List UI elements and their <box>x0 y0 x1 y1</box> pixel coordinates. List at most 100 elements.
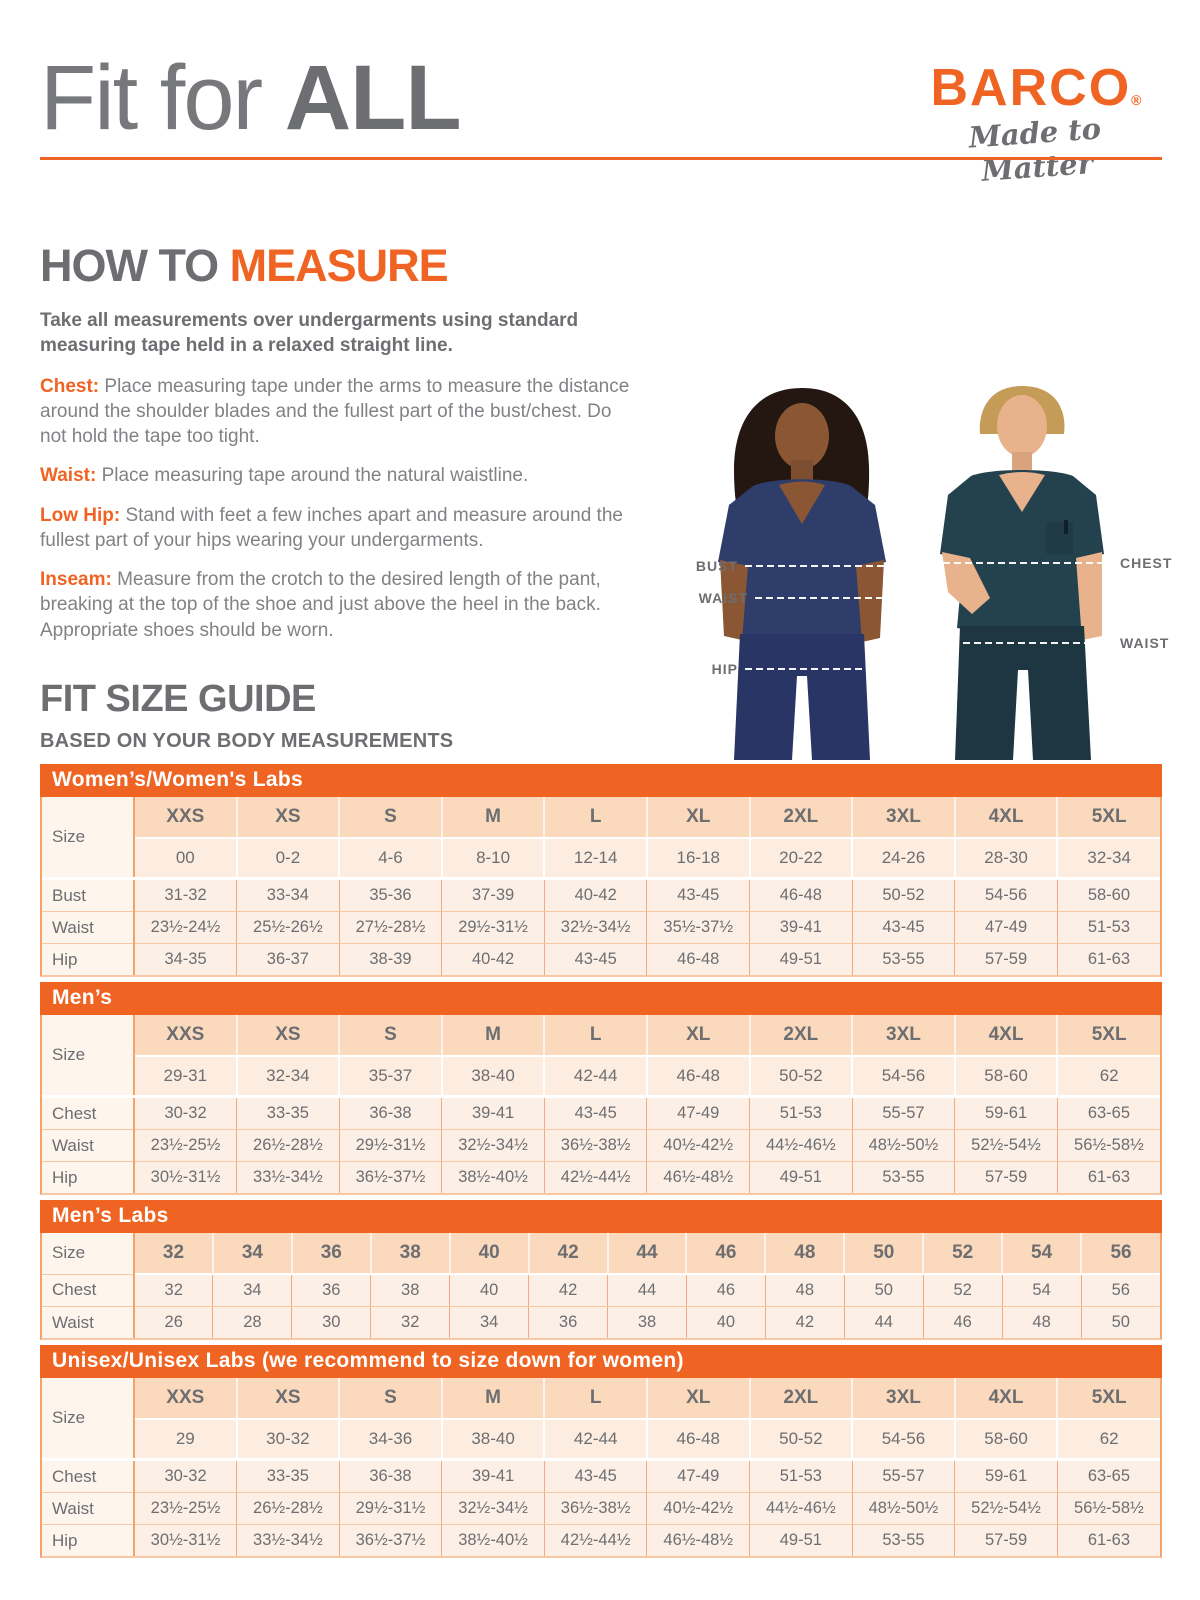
alt-size-cell: 28-30 <box>954 838 1059 880</box>
registered-mark: ® <box>1131 92 1142 108</box>
alt-size-cell: 54-56 <box>852 1056 956 1098</box>
size-value-cell: 33½-34½ <box>236 1524 340 1556</box>
alt-size-cell: 32-34 <box>1057 838 1160 880</box>
size-value-cell: 44½-46½ <box>749 1129 853 1162</box>
size-header-cell: 54 <box>1002 1233 1083 1275</box>
size-header-cell: 34 <box>212 1233 293 1275</box>
size-chart-womens: Size XXS XS S M L XL 2XL 3XL 4XL 5XL 00 0-2 4-6 8-10 12… <box>42 797 1160 975</box>
size-header-cell: XL <box>646 797 751 839</box>
size-value-cell: 36½-37½ <box>339 1161 443 1193</box>
size-header-cell: 46 <box>686 1233 767 1275</box>
table-banner-mens: Men’s <box>40 982 1162 1015</box>
size-value-cell: 39-41 <box>441 1459 545 1493</box>
alt-size-cell: 50-52 <box>749 1056 854 1098</box>
models-illustration: BUST WAIST HIP CHEST WAIST <box>696 386 1171 760</box>
size-value-cell: 42 <box>765 1306 845 1338</box>
alt-size-cell: 29-31 <box>134 1056 238 1098</box>
size-value-cell: 36 <box>528 1306 609 1338</box>
size-header-cell: 4XL <box>954 1378 1059 1420</box>
size-value-cell: 36½-37½ <box>339 1524 443 1556</box>
size-value-cell: 26½-28½ <box>236 1492 340 1525</box>
size-value-cell: 48½-50½ <box>852 1129 956 1162</box>
size-header-cell: XL <box>646 1015 751 1057</box>
size-value-cell: 59-61 <box>954 1096 1058 1130</box>
measure-intro: Take all measurements over undergarments… <box>40 310 579 357</box>
measure-row-label: Waist <box>42 1492 135 1525</box>
size-value-cell: 46½-48½ <box>646 1161 751 1193</box>
size-value-cell: 43-45 <box>544 943 648 975</box>
size-header-cell: XXS <box>134 1378 238 1420</box>
measure-text: Place measuring tape around the natural … <box>96 465 529 487</box>
size-header-cell: L <box>544 797 648 839</box>
size-value-cell: 42½-44½ <box>544 1524 648 1556</box>
size-value-cell: 52 <box>923 1274 1003 1307</box>
bust-label: BUST <box>696 558 738 574</box>
size-value-cell: 53-55 <box>852 943 956 975</box>
size-header-cell: 3XL <box>852 1378 956 1420</box>
size-value-cell: 38½-40½ <box>441 1161 545 1193</box>
size-header-cell: 48 <box>765 1233 846 1275</box>
size-value-cell: 48½-50½ <box>852 1492 956 1525</box>
size-value-cell: 38-39 <box>339 943 443 975</box>
size-value-cell: 34 <box>212 1274 293 1307</box>
size-value-cell: 63-65 <box>1057 1459 1160 1493</box>
size-header-cell: 5XL <box>1057 797 1160 839</box>
size-header-cell: 5XL <box>1057 1015 1160 1057</box>
size-value-cell: 44 <box>844 1306 924 1338</box>
size-value-cell: 46-48 <box>646 943 751 975</box>
size-value-cell: 30-32 <box>134 1459 238 1493</box>
measure-row-label: Waist <box>42 1306 135 1338</box>
size-header-cell: 32 <box>134 1233 214 1275</box>
size-value-cell: 30-32 <box>134 1096 238 1130</box>
alt-size-cell: 0-2 <box>236 838 341 880</box>
size-value-cell: 36½-38½ <box>544 1129 648 1162</box>
fit-size-guide-heading-block: FIT SIZE GUIDE BASED ON YOUR BODY MEASUR… <box>40 678 453 753</box>
measure-text: Stand with feet a few inches apart and m… <box>40 504 623 551</box>
size-header-cell: XS <box>236 1378 341 1420</box>
measure-term: Chest: <box>40 375 100 397</box>
size-value-cell: 51-53 <box>749 1459 853 1493</box>
size-value-cell: 34 <box>449 1306 530 1338</box>
size-value-cell: 46 <box>923 1306 1003 1338</box>
size-value-cell: 44½-46½ <box>749 1492 853 1525</box>
size-header-cell: 50 <box>844 1233 925 1275</box>
size-value-cell: 26½-28½ <box>236 1129 340 1162</box>
size-table-mens: Men’s Size XXS XS S M L XL 2XL 3XL 4XL 5XL 29-31 32-3… <box>40 982 1162 1195</box>
size-value-cell: 42½-44½ <box>544 1161 648 1193</box>
size-table-unisex: Unisex/Unisex Labs (we recommend to size… <box>40 1345 1162 1558</box>
size-value-cell: 49-51 <box>749 1161 853 1193</box>
measure-term: Inseam: <box>40 569 112 591</box>
measure-text: Measure from the crotch to the desired l… <box>40 569 601 641</box>
size-value-cell: 52½-54½ <box>954 1129 1058 1162</box>
alt-size-cell: 00 <box>134 838 238 880</box>
measure-row-label: Waist <box>42 1129 135 1162</box>
size-value-cell: 39-41 <box>441 1096 545 1130</box>
size-value-cell: 29½-31½ <box>441 911 545 944</box>
size-value-cell: 32½-34½ <box>441 1492 545 1525</box>
size-value-cell: 43-45 <box>646 878 751 912</box>
measure-term: Waist: <box>40 465 97 487</box>
size-row-label: Size <box>42 1378 135 1461</box>
woman-figure <box>718 388 886 760</box>
measure-row-label: Hip <box>42 943 135 975</box>
size-value-cell: 63-65 <box>1057 1096 1160 1130</box>
size-header-cell: M <box>441 1378 546 1420</box>
size-header-cell: 42 <box>528 1233 609 1275</box>
size-value-cell: 61-63 <box>1057 1524 1160 1556</box>
brand-tagline: Made to Matter <box>967 111 1103 188</box>
size-chart-unisex: Size XXS XS S M L XL 2XL 3XL 4XL 5XL 29 30-32 34-36 38… <box>42 1378 1160 1556</box>
measure-row-label: Hip <box>42 1161 135 1193</box>
size-value-cell: 36-38 <box>339 1459 443 1493</box>
alt-size-cell: 16-18 <box>646 838 751 880</box>
alt-size-cell: 38-40 <box>441 1419 546 1461</box>
size-value-cell: 38 <box>607 1306 687 1338</box>
size-header-cell: 40 <box>449 1233 530 1275</box>
alt-size-cell: 46-48 <box>646 1056 751 1098</box>
size-value-cell: 23½-25½ <box>134 1129 238 1162</box>
measure-row-label: Chest <box>42 1096 135 1130</box>
measure-row-label: Chest <box>42 1274 135 1307</box>
size-value-cell: 30½-31½ <box>134 1524 238 1556</box>
alt-size-cell: 42-44 <box>544 1419 648 1461</box>
size-table-mens-labs: Men’s Labs Size 32 34 36 38 40 42 44 46 48 50 52 54 56… <box>40 1200 1162 1340</box>
size-value-cell: 57-59 <box>954 1161 1058 1193</box>
